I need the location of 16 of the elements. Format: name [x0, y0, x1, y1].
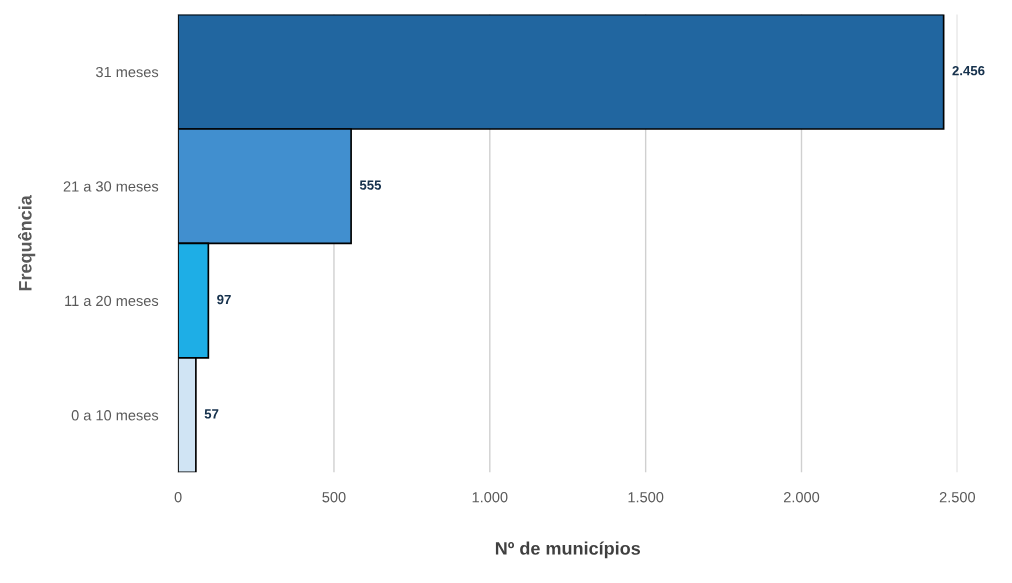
y-tick-label: 11 a 20 meses — [65, 295, 159, 307]
data-label: 2.456 — [952, 65, 985, 76]
data-label: 57 — [204, 409, 219, 419]
y-tick-label: 21 a 30 meses — [63, 181, 159, 192]
data-label: 555 — [359, 180, 382, 190]
x-tick-label: 1.000 — [472, 492, 508, 503]
x-axis-title: Nº de municípios — [495, 541, 641, 559]
x-tick-label: 2.000 — [783, 492, 820, 503]
x-tick-label: 1.500 — [628, 492, 664, 503]
x-tick-label: 500 — [322, 492, 346, 503]
y-axis-title: Frequência — [18, 195, 36, 291]
y-tick-label: 31 meses — [96, 66, 159, 78]
x-tick-label: 0 — [174, 492, 182, 503]
data-label: 97 — [217, 294, 231, 305]
y-tick-label: 0 a 10 meses — [71, 410, 159, 421]
x-tick-label: 2.500 — [939, 492, 976, 503]
